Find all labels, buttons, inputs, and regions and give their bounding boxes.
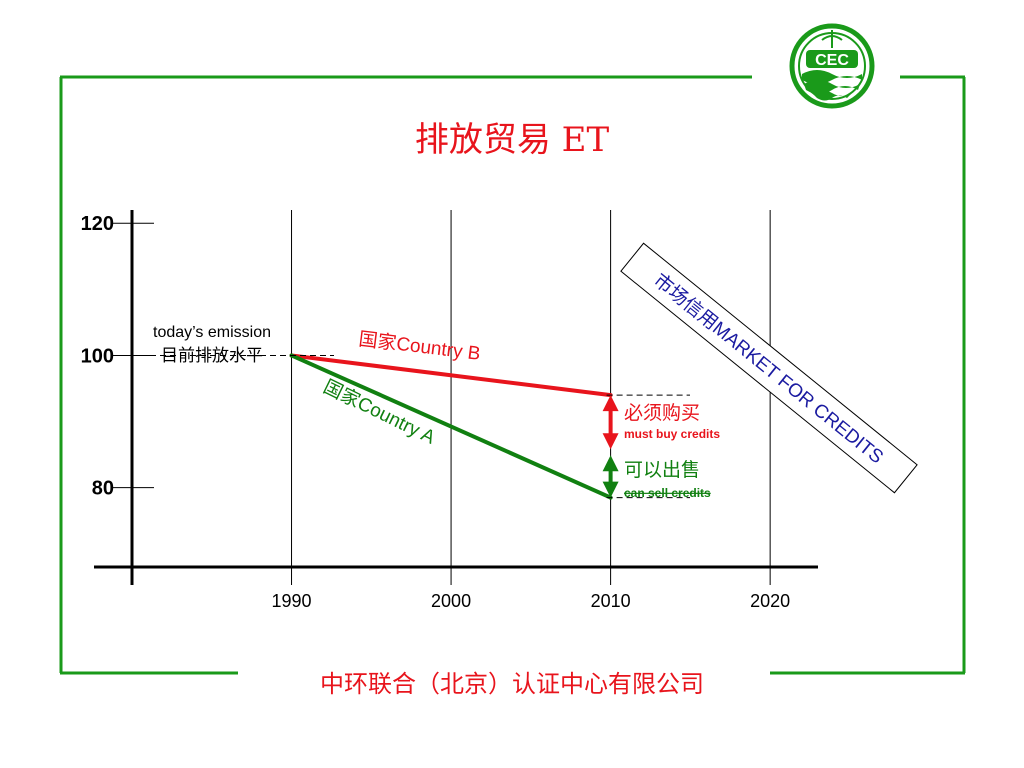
cec-logo-icon: CEC: [789, 23, 875, 109]
series-line-country-a: [290, 353, 612, 500]
x-tick-label-2010: 2010: [591, 591, 631, 611]
buy-label-en: must buy credits: [624, 427, 720, 441]
market-for-credits-box: 市场信用MARKET FOR CREDITS: [620, 242, 918, 494]
x-tick-label-2000: 2000: [431, 591, 471, 611]
buy-arrow-head-up: [602, 395, 619, 412]
sell-arrow-head-up: [602, 455, 619, 472]
series-line-country-b: [291, 353, 611, 398]
page-title: 排放贸易 ET: [414, 120, 610, 160]
x-tick-label-1990: 1990: [272, 591, 312, 611]
buy-arrow-head-down: [602, 433, 619, 450]
logo-text: CEC: [815, 52, 849, 69]
sell-label-zh: 可以出售: [624, 459, 700, 481]
grid-layer: [291, 210, 771, 585]
buy-label-zh: 必须购买: [624, 402, 700, 424]
y-tick-label-80: 80: [92, 478, 114, 500]
baseline-label-zh: 目前排放水平: [161, 346, 263, 366]
sell-label-en: can sell credits: [624, 486, 711, 500]
x-tick-label-2020: 2020: [750, 591, 790, 611]
y-tick-label-100: 100: [81, 345, 114, 367]
company-footer: 中环联合（北京）认证中心有限公司: [320, 670, 704, 698]
baseline-label-en: today’s emission: [153, 324, 271, 341]
axis-layer: 120 100 80 1990 2000 2010 2020: [81, 210, 818, 611]
sell-arrow-head-down: [602, 481, 619, 498]
series-label-country-b: 国家Country B: [357, 328, 481, 365]
y-tick-label-120: 120: [81, 213, 114, 235]
